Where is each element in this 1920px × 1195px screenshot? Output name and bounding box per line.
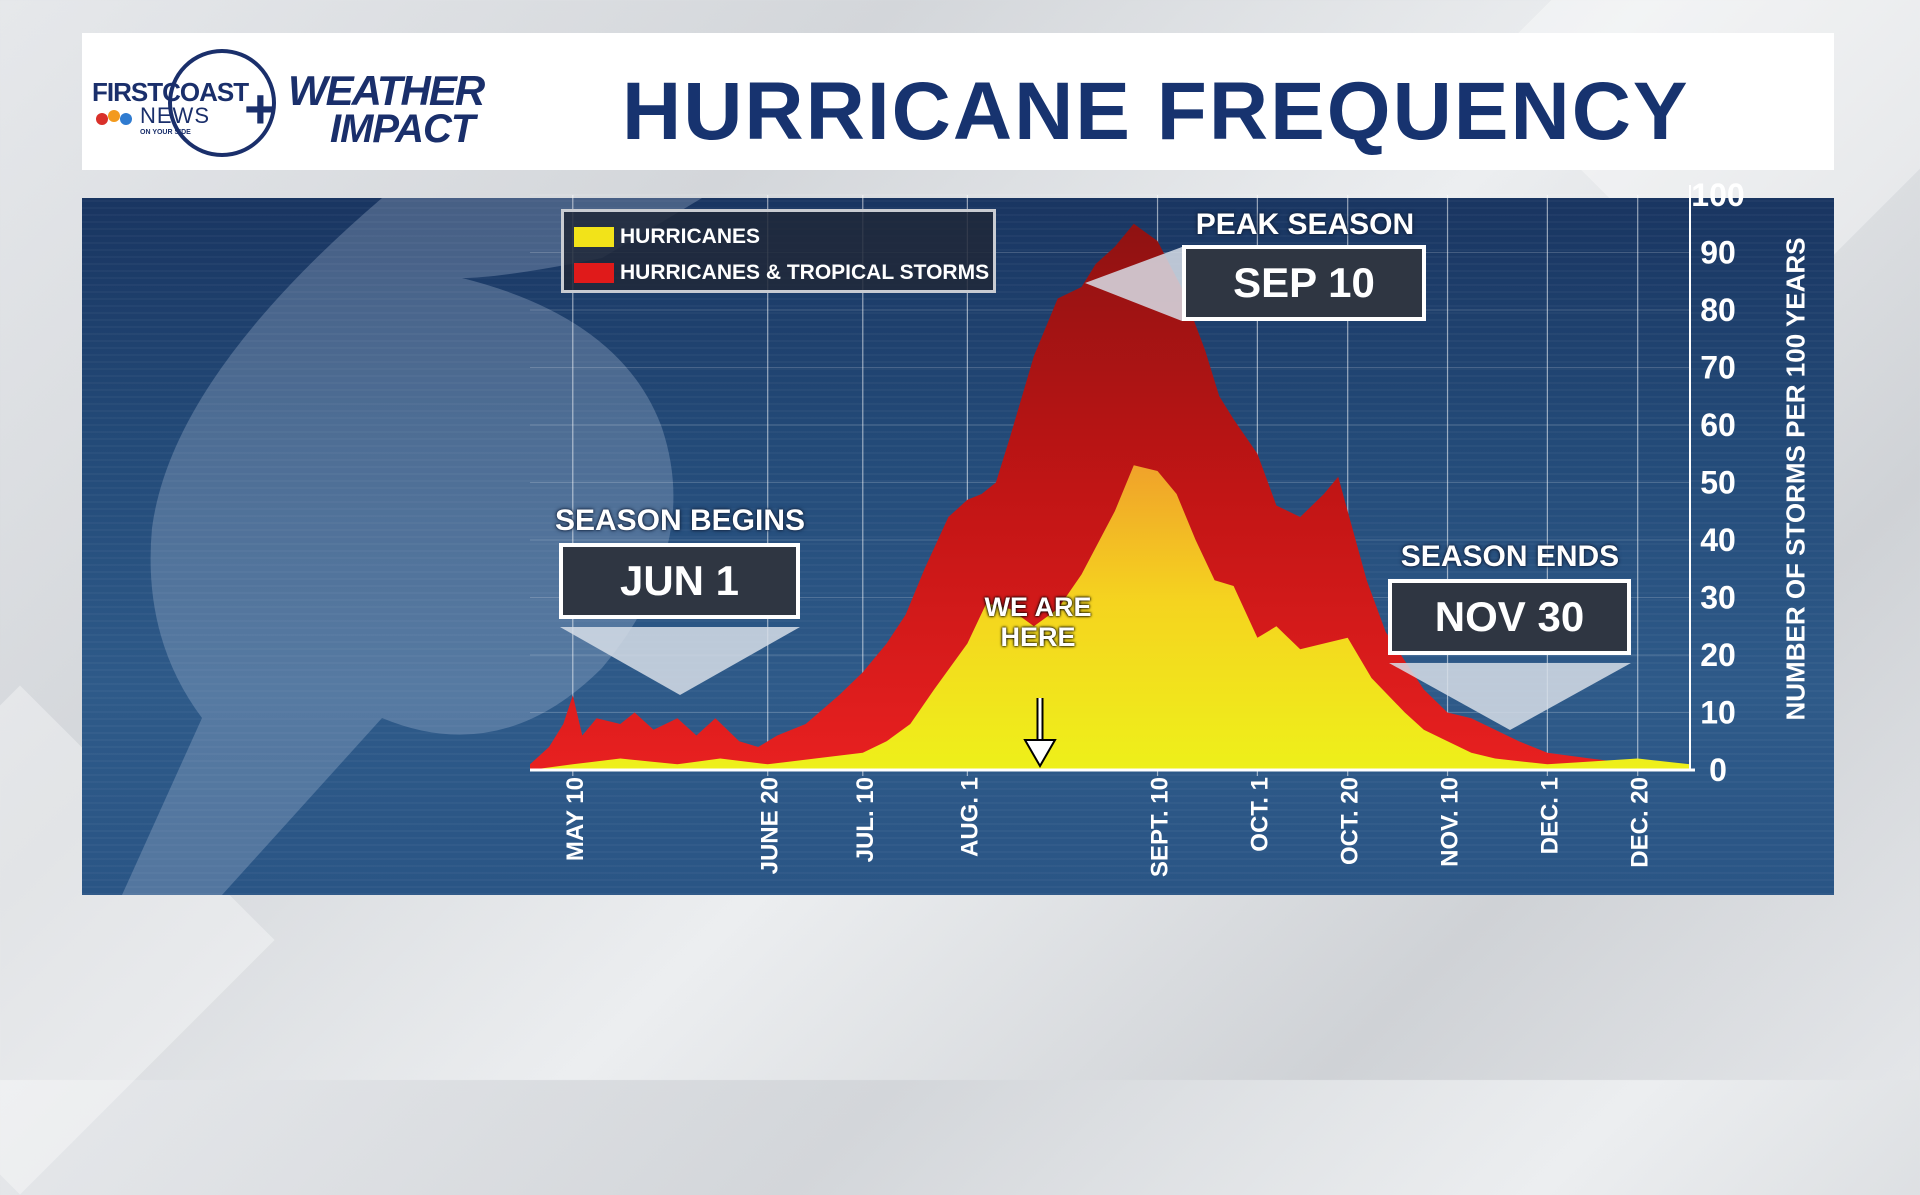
legend-label: HURRICANES & TROPICAL STORMS [620, 261, 990, 284]
season-begins-date: JUN 1 [559, 543, 800, 619]
x-tick-label: OCT. 20 [1337, 777, 1364, 865]
logo-plus: + [244, 77, 277, 140]
x-tick-label: MAY 10 [562, 777, 589, 861]
season-ends-pointer [1389, 663, 1631, 730]
y-tick-label: 90 [1700, 235, 1736, 271]
station-logo: FIRSTCOAST NEWS ON YOUR SIDE + WEATHER I… [82, 33, 542, 170]
y-tick-label: 60 [1700, 407, 1736, 443]
season-begins-label: SEASON BEGINS [554, 504, 806, 537]
series-area [530, 465, 1690, 770]
hurricane-symbol-icon [122, 198, 702, 895]
x-tick-label: DEC. 20 [1627, 777, 1654, 868]
header-bar: FIRSTCOAST NEWS ON YOUR SIDE + WEATHER I… [82, 33, 1834, 170]
legend-item: HURRICANES [574, 222, 760, 252]
season-ends-date: NOV 30 [1388, 579, 1631, 655]
y-tick-label: 10 [1700, 695, 1736, 731]
y-tick-label: 80 [1700, 292, 1736, 328]
logo-impact: IMPACT [330, 107, 475, 151]
page-title: HURRICANE FREQUENCY [622, 66, 1690, 157]
peacock-icon [96, 110, 132, 125]
y-tick-label: 70 [1700, 350, 1736, 386]
x-tick-label: JUL. 10 [852, 777, 879, 862]
legend-label: HURRICANES [620, 225, 761, 248]
marker-arrow-head [1023, 739, 1057, 769]
logo-firstcoast: FIRSTCOAST [92, 77, 249, 107]
y-axis-label: NUMBER OF STORMS PER 100 YEARS [1780, 237, 1811, 721]
x-tick-label: NOV. 10 [1437, 777, 1464, 867]
y-tick-label: 30 [1700, 580, 1736, 616]
x-tick-label: AUG. 1 [956, 777, 983, 857]
x-tick-label: JUNE 20 [757, 777, 784, 874]
peak-season-pointer [1085, 247, 1182, 321]
logo-ring [168, 49, 276, 157]
legend-swatch-storms [574, 263, 614, 283]
chart-legend: HURRICANES HURRICANES & TROPICAL STORMS [561, 209, 996, 293]
y-tick-label: 0 [1709, 752, 1727, 788]
logo-weather: WEATHER [288, 67, 485, 114]
series-area [530, 223, 1690, 771]
legend-item: HURRICANES & TROPICAL STORMS [574, 258, 989, 288]
x-tick-label: OCT. 1 [1246, 777, 1273, 852]
peak-season-date: SEP 10 [1182, 245, 1426, 321]
y-tick-label: 100 [1691, 177, 1744, 213]
legend-swatch-hurricanes [574, 227, 614, 247]
x-tick-label: SEPT. 10 [1147, 777, 1174, 877]
logo-news: NEWS [140, 103, 210, 128]
y-tick-label: 20 [1700, 637, 1736, 673]
y-tick-label: 40 [1700, 522, 1736, 558]
season-begins-pointer [560, 627, 800, 695]
season-ends-label: SEASON ENDS [1400, 540, 1620, 573]
we-are-here-label: WE ARE HERE [984, 592, 1092, 652]
peak-season-label: PEAK SEASON [1195, 208, 1415, 241]
x-tick-label: DEC. 1 [1536, 777, 1563, 854]
logo-tagline: ON YOUR SIDE [140, 129, 191, 136]
y-tick-label: 50 [1700, 465, 1736, 501]
